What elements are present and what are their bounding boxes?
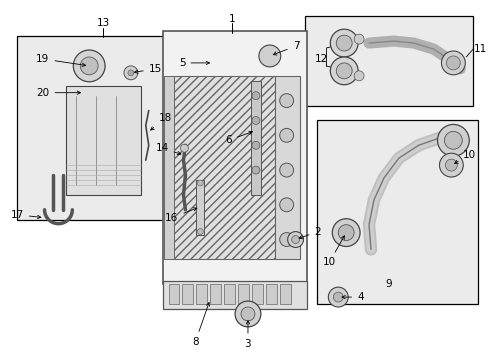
Circle shape <box>180 144 188 152</box>
Text: 6: 6 <box>225 131 252 145</box>
Bar <box>196 284 207 304</box>
Circle shape <box>73 50 105 82</box>
Circle shape <box>241 307 254 321</box>
Circle shape <box>279 94 293 108</box>
Circle shape <box>445 159 456 171</box>
Bar <box>251 284 263 304</box>
Bar <box>279 284 290 304</box>
Circle shape <box>287 231 303 247</box>
Circle shape <box>333 292 343 302</box>
Text: 8: 8 <box>192 302 209 347</box>
Text: 17: 17 <box>10 210 41 220</box>
Circle shape <box>235 301 260 327</box>
Circle shape <box>197 180 203 186</box>
Circle shape <box>197 229 203 235</box>
Bar <box>182 284 193 304</box>
Bar <box>274 76 299 260</box>
Circle shape <box>291 235 299 243</box>
Text: 18: 18 <box>150 113 172 130</box>
Circle shape <box>279 163 293 177</box>
Circle shape <box>251 166 259 174</box>
Circle shape <box>441 51 464 75</box>
Text: 10: 10 <box>322 236 344 267</box>
Circle shape <box>353 71 364 81</box>
Text: 7: 7 <box>273 41 299 55</box>
Circle shape <box>336 63 351 79</box>
Text: 1: 1 <box>228 14 235 24</box>
Circle shape <box>338 225 353 240</box>
Text: 10: 10 <box>454 150 475 163</box>
Ellipse shape <box>73 85 95 100</box>
Text: 13: 13 <box>96 18 109 28</box>
Bar <box>224 284 235 304</box>
Ellipse shape <box>78 88 90 97</box>
Circle shape <box>251 92 259 100</box>
Text: 5: 5 <box>179 58 209 68</box>
Circle shape <box>446 56 459 70</box>
Text: 14: 14 <box>155 143 181 155</box>
Bar <box>250 81 260 195</box>
Text: 9: 9 <box>385 279 391 289</box>
Bar <box>163 76 173 260</box>
Bar <box>265 284 276 304</box>
Bar <box>238 284 248 304</box>
Bar <box>210 284 221 304</box>
Bar <box>196 180 204 235</box>
Circle shape <box>353 34 364 44</box>
Circle shape <box>279 233 293 247</box>
Circle shape <box>251 117 259 125</box>
Circle shape <box>330 29 357 57</box>
Bar <box>66 86 141 195</box>
Text: 19: 19 <box>36 54 85 67</box>
Circle shape <box>251 141 259 149</box>
Circle shape <box>439 153 462 177</box>
Text: 15: 15 <box>134 64 162 74</box>
Circle shape <box>128 70 134 76</box>
Circle shape <box>279 198 293 212</box>
Circle shape <box>80 57 98 75</box>
Text: 16: 16 <box>165 208 197 223</box>
Text: 2: 2 <box>299 226 321 239</box>
Bar <box>170 76 274 260</box>
Text: 3: 3 <box>244 321 251 349</box>
Circle shape <box>332 219 359 247</box>
Bar <box>317 121 477 304</box>
Ellipse shape <box>202 54 224 72</box>
Circle shape <box>437 125 468 156</box>
Circle shape <box>330 57 357 85</box>
Text: 4: 4 <box>341 292 363 302</box>
Text: 12: 12 <box>314 54 327 64</box>
Circle shape <box>258 45 280 67</box>
Bar <box>17 36 170 220</box>
Circle shape <box>444 131 461 149</box>
Circle shape <box>279 129 293 142</box>
Bar <box>168 284 179 304</box>
Text: 11: 11 <box>472 44 486 54</box>
Circle shape <box>327 287 347 307</box>
Text: 20: 20 <box>36 88 81 98</box>
Bar <box>304 16 472 105</box>
Circle shape <box>336 35 351 51</box>
Circle shape <box>123 66 138 80</box>
Bar <box>163 281 306 309</box>
Ellipse shape <box>206 58 219 68</box>
Bar <box>163 31 306 284</box>
